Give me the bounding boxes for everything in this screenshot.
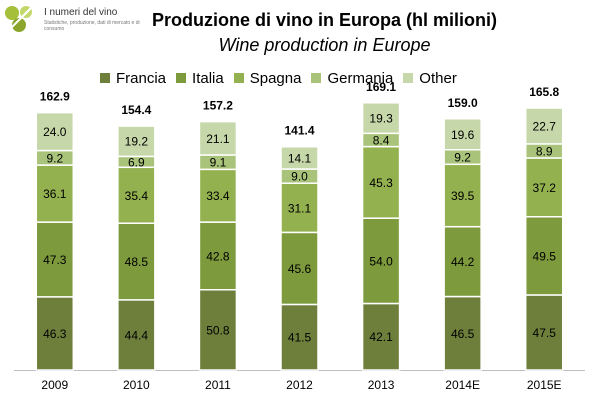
legend-label: Francia [116, 69, 167, 87]
bar-segment [443, 163, 482, 228]
legend-swatch [100, 73, 110, 83]
legend-label: Other [419, 69, 457, 87]
data-label: 42.8 [206, 249, 230, 263]
data-label: 8.4 [373, 133, 390, 147]
legend-swatch [311, 73, 322, 83]
bar-segment [117, 299, 156, 371]
chart-title: Produzione di vino in Europa (hl milioni… [152, 10, 497, 30]
logo: I numeri del vino Statistiche, produzion… [4, 3, 144, 33]
bar-segment [361, 302, 401, 371]
bar-segment [361, 102, 401, 135]
bar-segment [35, 111, 75, 152]
legend-swatch [403, 73, 414, 83]
bar-segment [117, 125, 156, 158]
total-label: 157.2 [203, 99, 233, 113]
grape-logo-icon [5, 4, 35, 32]
data-label: 21.1 [206, 132, 230, 146]
data-label: 44.2 [451, 255, 475, 269]
data-label: 9.0 [291, 170, 308, 184]
bar-segment [361, 145, 401, 219]
logo-subtitle: Statistiche, produzione, dati di mercato… [44, 20, 140, 32]
data-label: 44.4 [125, 328, 149, 342]
data-label: 9.2 [46, 151, 63, 165]
data-label: 33.4 [206, 189, 230, 203]
bar-segment [198, 120, 238, 156]
bar-segment [198, 221, 238, 291]
x-tick-label: 2014E [445, 378, 480, 392]
data-label: 8.9 [536, 144, 553, 158]
data-label: 50.8 [206, 323, 230, 337]
bar-segment [280, 303, 319, 371]
data-label: 46.5 [451, 327, 475, 341]
data-label: 36.1 [43, 187, 67, 201]
legend-item: Francia [100, 70, 166, 87]
data-label: 22.7 [533, 119, 557, 133]
legend-label: Spagna [249, 69, 302, 87]
data-label: 54.0 [369, 254, 393, 268]
chart-legend: Francia Italia Spagna Germania Other [100, 67, 457, 89]
bar-segment [443, 118, 482, 151]
data-label: 45.6 [288, 262, 312, 276]
data-label: 41.5 [288, 331, 312, 345]
data-label: 35.4 [125, 189, 149, 203]
data-label: 42.1 [369, 330, 393, 344]
logo-title: I numeri del vino [44, 7, 118, 18]
bar-segment [35, 296, 75, 371]
bar-segment [524, 294, 564, 371]
legend-swatch [176, 73, 187, 83]
legend-label: Italia [192, 69, 224, 87]
bar-segment [280, 145, 319, 170]
legend-item: Italia [176, 70, 224, 87]
total-label: 154.4 [121, 103, 151, 117]
data-label: 9.1 [210, 156, 227, 170]
bar-segment [198, 288, 238, 371]
bar-segment [198, 168, 238, 223]
total-label: 169.1 [366, 80, 396, 94]
legend-item: Other [403, 70, 457, 87]
total-label: 165.8 [529, 85, 559, 99]
data-label: 47.5 [533, 326, 557, 340]
bar-segment [280, 231, 319, 306]
legend-label: Germania [327, 69, 394, 87]
x-tick-label: 2013 [368, 378, 395, 392]
bar-segment [35, 164, 75, 223]
legend-swatch [233, 73, 244, 83]
chart-subtitle: Wine production in Europe [218, 35, 431, 55]
bar-segment [443, 295, 482, 371]
x-tick-label: 2009 [41, 378, 68, 392]
data-label: 39.5 [451, 189, 475, 203]
data-label: 48.5 [125, 255, 149, 269]
data-label: 9.2 [454, 151, 471, 165]
data-label: 6.9 [128, 155, 145, 169]
data-label: 19.3 [369, 112, 393, 126]
bar-segment [117, 166, 156, 224]
total-label: 141.4 [284, 124, 314, 138]
x-tick-label: 2010 [123, 378, 150, 392]
data-label: 47.3 [43, 253, 67, 267]
data-label: 24.0 [43, 125, 67, 139]
data-label: 46.3 [43, 327, 67, 341]
x-tick-label: 2011 [205, 378, 231, 392]
data-label: 31.1 [288, 201, 312, 215]
bar-segment [524, 215, 564, 296]
legend-item: Germania [311, 70, 393, 87]
data-label: 45.3 [369, 176, 393, 190]
legend-item: Spagna [233, 69, 302, 87]
total-label: 159.0 [448, 96, 478, 110]
x-tick-label: 2015E [527, 378, 562, 392]
data-label: 49.5 [533, 249, 557, 263]
data-label: 14.1 [288, 151, 312, 165]
total-label: 162.9 [40, 90, 70, 104]
data-label: 19.2 [125, 135, 149, 149]
bar-segment [117, 222, 156, 301]
data-label: 19.6 [451, 128, 475, 142]
bar-segment [524, 107, 564, 145]
data-label: 37.2 [533, 181, 557, 195]
x-tick-label: 2012 [286, 378, 313, 392]
